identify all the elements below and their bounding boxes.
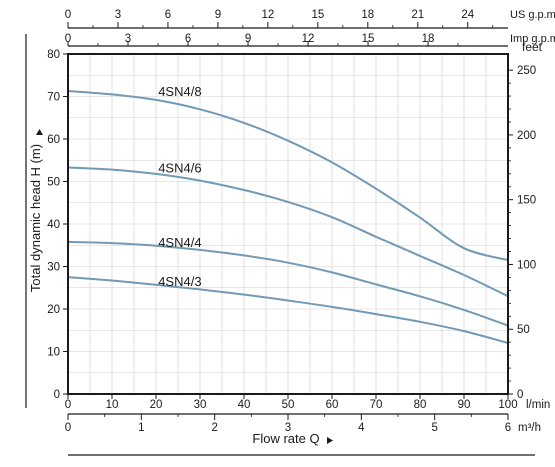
x-tick-label: 70 [370, 399, 383, 411]
feet-tick-label: 100 [517, 259, 536, 271]
imp-gpm-tick-label: 18 [422, 33, 435, 45]
m3h-tick-label: 5 [431, 422, 437, 434]
y-tick-label: 40 [47, 219, 60, 231]
imp-gpm-tick-label: 3 [125, 33, 131, 45]
us-gpm-tick-label: 21 [411, 9, 424, 21]
imp-gpm-tick-label: 15 [362, 33, 375, 45]
us-gpm-tick-label: 24 [461, 9, 474, 21]
y-tick-label: 70 [47, 92, 60, 104]
y-axis-arrow-icon [36, 129, 43, 135]
imp-gpm-tick-label: 0 [65, 33, 71, 45]
x-tick-label: 30 [194, 399, 207, 411]
us-gpm-tick-label: 0 [65, 9, 71, 21]
us-gpm-tick-label: 3 [115, 9, 121, 21]
y-axis-title: Total dynamic head H (m) [28, 144, 43, 292]
y-tick-label: 30 [47, 262, 60, 274]
y-tick-label: 80 [47, 49, 60, 61]
feet-tick-label: 200 [517, 130, 536, 142]
m3h-tick-label: 2 [211, 422, 217, 434]
x-tick-label: 0 [65, 399, 71, 411]
us-gpm-tick-label: 9 [215, 9, 221, 21]
y-tick-label: 50 [47, 177, 60, 189]
grid [67, 53, 509, 395]
us-gpm-tick-label: 15 [311, 9, 324, 21]
x-axis-title: Flow rate Q [252, 431, 319, 446]
series-label: 4SN4/8 [158, 84, 201, 99]
x-tick-label: 10 [106, 399, 119, 411]
curve-4sn4-3 [67, 276, 509, 344]
feet-tick-label: 0 [517, 389, 523, 401]
x-tick-label: 80 [414, 399, 427, 411]
m3h-tick-label: 6 [505, 422, 511, 434]
feet-tick-label: 50 [517, 324, 530, 336]
series-label: 4SN4/3 [158, 274, 201, 289]
us-gpm-axis-label: US g.p.m [510, 9, 555, 21]
x-tick-label: 50 [282, 399, 295, 411]
y-tick-label: 0 [54, 389, 60, 401]
feet-tick-label: 150 [517, 195, 536, 207]
x-tick-label: 40 [238, 399, 251, 411]
x-tick-label: 60 [326, 399, 339, 411]
series-label: 4SN4/6 [158, 161, 201, 176]
curve-4sn4-4 [67, 240, 509, 327]
x-tick-label: 90 [458, 399, 471, 411]
imp-gpm-tick-label: 12 [302, 33, 315, 45]
feet-axis-label: feet [522, 40, 543, 54]
x-axis-arrow-icon [327, 437, 333, 444]
us-gpm-tick-label: 12 [261, 9, 274, 21]
y-tick-label: 60 [47, 134, 60, 146]
y-tick-label: 20 [47, 304, 60, 316]
curve-4sn4-6 [67, 166, 509, 298]
imp-gpm-tick-label: 6 [185, 33, 191, 45]
x-unit-label: l/min [526, 399, 550, 411]
curve-4sn4-8 [67, 90, 509, 262]
us-gpm-tick-label: 18 [361, 9, 374, 21]
us-gpm-tick-label: 6 [165, 9, 171, 21]
m3h-tick-label: 3 [285, 422, 291, 434]
imp-gpm-tick-label: 9 [245, 33, 251, 45]
x-tick-label: 20 [150, 399, 163, 411]
m3h-tick-label: 0 [65, 422, 71, 434]
x-tick-label: 100 [498, 399, 517, 411]
curves: 4SN4/8 4SN4/6 4SN4/4 4SN4/3 [67, 84, 509, 344]
m3h-tick-label: 1 [138, 422, 144, 434]
series-label: 4SN4/4 [158, 235, 201, 250]
y-tick-label: 10 [47, 347, 60, 359]
m3h-axis-label: m³/h [518, 422, 541, 434]
imp-gpm-axis-label: Imp g.p.m [510, 33, 555, 45]
m3h-tick-label: 4 [358, 422, 365, 434]
feet-tick-label: 250 [517, 65, 536, 77]
